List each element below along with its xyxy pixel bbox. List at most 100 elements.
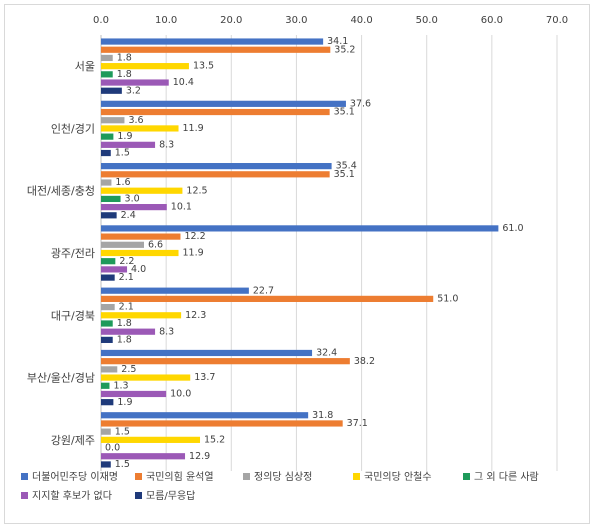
category-label: 인천/경기 — [51, 121, 95, 135]
bar — [101, 225, 499, 232]
data-label: 31.8 — [312, 410, 333, 421]
data-label: 12.5 — [186, 185, 207, 196]
data-label: 3.2 — [126, 85, 141, 96]
bar — [101, 428, 111, 435]
data-label: 11.9 — [183, 248, 204, 259]
data-label: 38.2 — [354, 356, 375, 367]
x-tick-label: 20.0 — [220, 15, 242, 26]
bar — [101, 328, 156, 335]
bar — [101, 453, 186, 460]
bar — [101, 399, 114, 406]
data-label: 1.8 — [117, 69, 132, 80]
legend-label: 더불어민주당 이재명 — [32, 471, 118, 483]
data-label: 35.4 — [336, 161, 357, 172]
bar — [101, 117, 125, 124]
data-label: 12.9 — [189, 451, 210, 462]
legend: 더불어민주당 이재명 국민의힘 윤석열 정의당 심상정 국민의당 안철수 그 외 다른 … — [21, 470, 539, 502]
bar — [101, 204, 167, 211]
bar — [101, 71, 113, 78]
data-label: 37.6 — [350, 98, 371, 109]
legend-swatch — [243, 473, 250, 480]
bar — [101, 38, 324, 45]
data-label: 11.9 — [183, 123, 204, 134]
data-label: 1.3 — [113, 380, 128, 391]
data-label: 2.2 — [119, 256, 134, 267]
data-label: 2.5 — [121, 364, 136, 375]
data-label: 1.8 — [117, 334, 132, 345]
bar — [101, 133, 114, 140]
data-label: 3.0 — [125, 194, 140, 205]
bar — [101, 179, 112, 186]
legend-label: 모름/무응답 — [146, 490, 195, 502]
bars — [101, 38, 499, 468]
bar — [101, 461, 111, 468]
category-label: 대전/세종/충청 — [27, 185, 95, 198]
bar — [101, 187, 183, 194]
data-label: 1.8 — [117, 318, 132, 329]
bar — [101, 420, 343, 427]
data-label: 2.4 — [121, 210, 136, 221]
data-label: 1.8 — [117, 53, 132, 64]
x-axis-ticks: 0.0 10.0 20.0 30.0 40.0 50.0 60.0 70.0 — [93, 15, 568, 26]
x-tick-label: 70.0 — [546, 15, 568, 26]
category-label: 강원/제주 — [51, 434, 95, 447]
legend-label: 국민의힘 윤석열 — [146, 471, 214, 483]
x-tick-label: 50.0 — [416, 15, 438, 26]
bar — [101, 54, 113, 62]
x-tick-label: 10.0 — [155, 15, 177, 26]
data-label: 0.0 — [105, 443, 120, 454]
legend-label: 지지할 후보가 없다 — [32, 489, 112, 502]
bar — [101, 349, 313, 357]
chart-frame: 0.0 10.0 20.0 30.0 40.0 50.0 60.0 70.0 서울 인천/경기 대… — [4, 4, 590, 524]
legend-swatch — [463, 473, 470, 480]
bar — [101, 366, 118, 373]
bar — [101, 241, 144, 248]
bar — [101, 212, 117, 219]
bar-chart: 0.0 10.0 20.0 30.0 40.0 50.0 60.0 70.0 서울인천/경기대… — [21, 15, 568, 502]
data-label: 10.4 — [173, 77, 194, 88]
bar — [101, 436, 201, 443]
legend-swatch — [135, 473, 142, 480]
data-label: 22.7 — [253, 285, 274, 296]
data-label: 10.1 — [171, 202, 192, 213]
data-label: 61.0 — [502, 223, 523, 234]
bar — [101, 46, 331, 53]
data-label: 1.5 — [115, 426, 130, 437]
data-label: 1.5 — [115, 148, 130, 159]
bar — [101, 79, 169, 86]
data-label: 1.5 — [115, 459, 130, 470]
bar — [101, 249, 179, 257]
data-label: 2.1 — [119, 272, 134, 283]
data-label: 15.2 — [204, 434, 225, 445]
bar — [101, 125, 179, 132]
x-tick-label: 40.0 — [350, 15, 372, 26]
data-label: 12.3 — [185, 310, 206, 321]
data-label: 8.3 — [159, 139, 174, 150]
bar — [101, 195, 121, 203]
bar — [101, 312, 182, 319]
bar — [101, 390, 167, 398]
bar — [101, 100, 346, 107]
bar — [101, 141, 156, 148]
x-tick-label: 60.0 — [481, 15, 503, 26]
bar — [101, 233, 181, 240]
data-label: 35.1 — [334, 169, 355, 180]
data-label: 13.5 — [193, 61, 214, 72]
bar — [101, 295, 434, 302]
data-label: 4.0 — [131, 264, 146, 275]
data-label: 32.4 — [316, 348, 337, 359]
bar — [101, 274, 115, 281]
data-label: 51.0 — [437, 293, 458, 304]
bar — [101, 382, 110, 389]
legend-swatch — [353, 473, 360, 480]
data-label: 35.1 — [334, 107, 355, 118]
data-label: 10.0 — [170, 389, 191, 400]
bar — [101, 266, 128, 273]
category-label: 부산/울산/경남 — [27, 372, 95, 385]
bar — [101, 374, 191, 381]
bar — [101, 108, 330, 116]
data-label: 2.1 — [119, 302, 134, 313]
data-label: 1.9 — [117, 131, 132, 142]
legend-swatch — [21, 492, 28, 499]
